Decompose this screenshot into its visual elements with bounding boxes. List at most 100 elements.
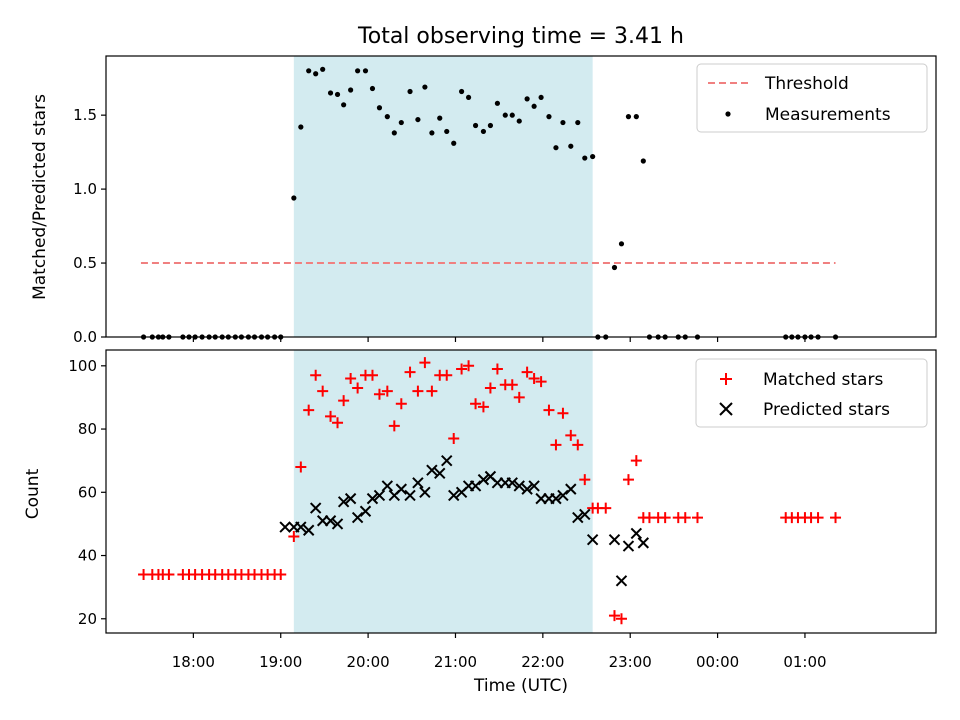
- top-ytick-label: 0.5: [73, 254, 97, 272]
- top-ytick-label: 0.0: [73, 328, 97, 346]
- predicted-star-point: [572, 511, 584, 524]
- measurement-point: [415, 116, 421, 123]
- xtick-label: 22:00: [521, 653, 564, 671]
- measurement-point: [437, 115, 443, 121]
- matched-star-point: [288, 531, 300, 543]
- measurement-point: [362, 68, 369, 74]
- matched-star-point: [528, 372, 540, 384]
- matched-star-point: [295, 461, 307, 473]
- matched-star-point: [456, 363, 468, 375]
- bottom-ytick-label: 100: [68, 357, 97, 375]
- matched-star-point: [513, 391, 525, 403]
- matched-star-point: [812, 512, 824, 524]
- measurement-point: [391, 130, 397, 136]
- predicted-star-point: [477, 473, 490, 486]
- bottom-legend: Matched stars Predicted stars: [695, 358, 928, 428]
- matched-star-point: [506, 379, 518, 391]
- measurement-point: [327, 90, 334, 96]
- measurement-point: [553, 145, 559, 151]
- matched-star-point: [303, 404, 315, 416]
- matched-star-point: [404, 366, 416, 378]
- predicted-star-point: [351, 511, 364, 524]
- measurement-point: [313, 71, 319, 77]
- matched-star-point: [441, 369, 453, 381]
- measurement-point: [348, 87, 354, 93]
- matched-star-point: [325, 410, 337, 422]
- matched-legend-swatch: [720, 373, 732, 385]
- predicted-star-point: [302, 524, 315, 536]
- measurement-point: [444, 128, 450, 135]
- matched-star-point: [615, 613, 627, 625]
- xtick-label: 18:00: [172, 653, 215, 671]
- top-y-axis-label: Matched/Predicted stars: [30, 94, 50, 300]
- measurement-point: [306, 68, 312, 74]
- measurement-point: [494, 100, 501, 106]
- predicted-star-point: [608, 534, 621, 546]
- predicted-star-point: [637, 537, 650, 549]
- xtick-label: 00:00: [696, 653, 739, 671]
- measurement-point: [334, 91, 341, 98]
- predicted-star-point: [419, 486, 431, 498]
- measurement-point: [538, 94, 544, 101]
- matched-star-point: [659, 512, 671, 524]
- measurement-point: [487, 122, 494, 129]
- measurement-point: [575, 119, 581, 126]
- matched-star-point: [275, 569, 287, 581]
- measurement-point: [465, 94, 472, 101]
- matched-star-point: [373, 388, 385, 400]
- measurement-point: [458, 88, 465, 95]
- predicted-star-point: [426, 464, 438, 476]
- predicted-star-point: [344, 492, 357, 505]
- predicted-star-point: [528, 480, 540, 492]
- measurement-point: [560, 119, 566, 126]
- matched-star-point: [477, 401, 489, 413]
- top-axes-frame: [105, 55, 937, 338]
- chart-title: Total observing time = 3.41 h: [357, 24, 684, 49]
- measurement-point: [429, 130, 435, 136]
- measurement-point: [298, 124, 304, 130]
- matched-star-point: [317, 385, 329, 397]
- measurement-point: [480, 128, 487, 135]
- measurement-point: [472, 122, 479, 129]
- measurement-point: [546, 114, 552, 120]
- measurement-point: [320, 66, 326, 72]
- matched-star-point: [470, 398, 482, 410]
- matched-star-point: [448, 433, 460, 445]
- measurement-point: [524, 96, 530, 102]
- predicted-star-point: [469, 480, 482, 492]
- bottom-ytick-label: 20: [78, 610, 97, 628]
- predicted-star-point: [395, 483, 408, 495]
- matched-star-point: [608, 610, 620, 622]
- predicted-star-point: [506, 477, 518, 489]
- matched-star-point: [381, 385, 393, 397]
- predicted-legend-swatch: [719, 402, 733, 416]
- matched-star-point: [550, 439, 562, 451]
- measurement-point: [531, 103, 537, 109]
- measurement-point: [516, 118, 522, 124]
- measurement-point: [384, 114, 390, 120]
- matched-star-point: [679, 512, 691, 524]
- bottom-legend-box: [695, 358, 928, 428]
- predicted-star-point: [412, 477, 424, 489]
- predicted-star-point: [324, 515, 337, 527]
- top-legend-box: [696, 63, 928, 133]
- measurement-point: [341, 102, 347, 108]
- predicted-star-point: [565, 483, 577, 495]
- predicted-star-point: [359, 505, 372, 517]
- measurement-point: [633, 114, 639, 120]
- top-panel: 0.0 0.5 1.0 1.5 Matched/Predicted stars Thr…: [30, 55, 937, 346]
- matched-star-point: [579, 474, 591, 486]
- matched-star-point: [830, 512, 842, 524]
- matched-star-point: [338, 395, 350, 407]
- matched-star-point: [388, 420, 400, 432]
- matched-star-point: [463, 360, 475, 372]
- predicted-star-point: [381, 480, 394, 492]
- measurement-point: [398, 119, 404, 126]
- predicted-star-point: [295, 521, 307, 533]
- measurement-point: [509, 112, 515, 118]
- measurement-point: [640, 158, 646, 164]
- matched-star-point: [572, 439, 584, 451]
- predicted-star-point: [550, 492, 562, 505]
- matched-star-point: [491, 363, 503, 375]
